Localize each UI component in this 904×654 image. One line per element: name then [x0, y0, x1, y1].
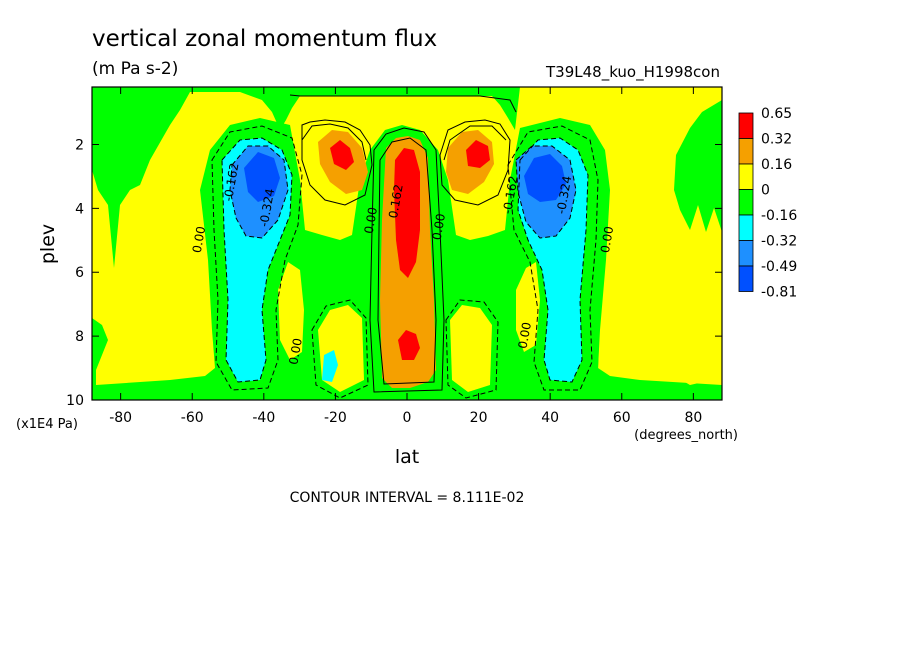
- blue-core-north: [524, 154, 566, 202]
- x-tick-label: -20: [324, 410, 347, 426]
- x-tick-label: 40: [541, 410, 559, 426]
- contour-label: 0.00: [286, 337, 304, 366]
- contour-label: 0.00: [598, 225, 616, 254]
- red-core-south-lobe: [330, 140, 354, 170]
- legend-level-label: 0.65: [761, 106, 792, 122]
- legend-swatch: [738, 138, 754, 165]
- contour-line: [301, 119, 373, 206]
- contour-line: [445, 299, 499, 399]
- chart-title: vertical zonal momentum flux: [92, 26, 437, 52]
- legend-swatch: [738, 240, 754, 267]
- contour-labels: -0.162-0.3240.000.000.000.1620.00-0.162-…: [190, 162, 616, 366]
- contour-label: -0.324: [257, 187, 278, 228]
- x-tick-label: 0: [403, 410, 412, 426]
- legend-level-label: -0.16: [761, 208, 797, 224]
- legend-swatch: [738, 265, 754, 292]
- x-tick-label: -80: [109, 410, 132, 426]
- red-core-equator-lower: [398, 330, 420, 360]
- contour-line: [301, 123, 367, 161]
- contour-label: -0.162: [221, 162, 242, 203]
- contour-label: 0.00: [190, 225, 208, 254]
- y-tick-label: 10: [66, 393, 84, 409]
- legend-swatch: [738, 112, 754, 139]
- yellow-island-south: [278, 262, 304, 360]
- x-tick-label: -40: [252, 410, 275, 426]
- yellow-patch-far-north: [678, 368, 712, 385]
- contour-line: [369, 127, 445, 393]
- contour-label: 0.00: [516, 321, 534, 350]
- contour-line: [289, 94, 517, 113]
- legend-swatch: [738, 189, 754, 216]
- y-tick-label: 6: [75, 265, 84, 281]
- legend-swatch: [738, 214, 754, 241]
- x-tick-label: 20: [470, 410, 488, 426]
- legend-level-label: 0.16: [761, 157, 792, 173]
- legend-swatch: [738, 163, 754, 190]
- contour-label: 0.00: [430, 212, 448, 241]
- blue-core-south: [244, 152, 280, 202]
- contour-line: [221, 137, 293, 383]
- legend-level-label: -0.49: [761, 259, 797, 275]
- run-label: T39L48_kuo_H1998con: [545, 63, 720, 82]
- red-core-equator-upper: [394, 148, 420, 278]
- legend-level-label: -0.32: [761, 234, 797, 250]
- red-core-north-lobe: [466, 140, 490, 168]
- x-axis-units: (degrees_north): [634, 428, 738, 443]
- x-axis-label: lat: [395, 446, 419, 468]
- y-tick-label: 4: [75, 201, 84, 217]
- contour-field: [92, 87, 722, 400]
- x-tick-label: -60: [181, 410, 204, 426]
- contour-line: [515, 145, 577, 239]
- y-tick-label: 8: [75, 329, 84, 345]
- negative-contour-lines: [211, 125, 599, 399]
- contour-label: 0.00: [362, 206, 380, 235]
- contour-line: [517, 137, 589, 383]
- y-tick-label: 2: [75, 137, 84, 153]
- contour-label: 0.162: [386, 183, 406, 219]
- y-axis: 2 4 6 8 10: [66, 137, 722, 409]
- contour-label: -0.324: [554, 175, 575, 216]
- contour-line: [439, 119, 511, 206]
- contour-line: [507, 125, 599, 391]
- cyan-patch-south: [322, 350, 338, 382]
- contour-interval-footer: CONTOUR INTERVAL = 8.111E-02: [290, 490, 525, 506]
- yellow-island-center-north: [450, 305, 492, 392]
- x-axis: -80 -60 -40 -20 0 20 40 60 80: [109, 87, 702, 426]
- chart-units: (m Pa s-2): [92, 59, 178, 79]
- legend-level-label: 0.32: [761, 132, 792, 148]
- contour-lines: [289, 94, 517, 393]
- contour-line: [211, 125, 303, 391]
- x-tick-label: 60: [613, 410, 631, 426]
- legend-level-label: 0: [761, 183, 770, 199]
- contour-line: [443, 125, 507, 161]
- y-axis-units: (x1E4 Pa): [16, 417, 78, 432]
- yellow-island-north: [516, 262, 540, 352]
- green-region-north-wall: [92, 87, 722, 268]
- color-legend: 0.65 0.32 0.16 0 -0.16 -0.32 -0.49 -0.81: [738, 106, 797, 301]
- legend-level-label: -0.81: [761, 285, 797, 301]
- y-axis-label: plev: [37, 224, 59, 264]
- x-tick-label: 80: [684, 410, 702, 426]
- contour-line: [377, 137, 437, 385]
- contour-label: -0.162: [500, 175, 521, 216]
